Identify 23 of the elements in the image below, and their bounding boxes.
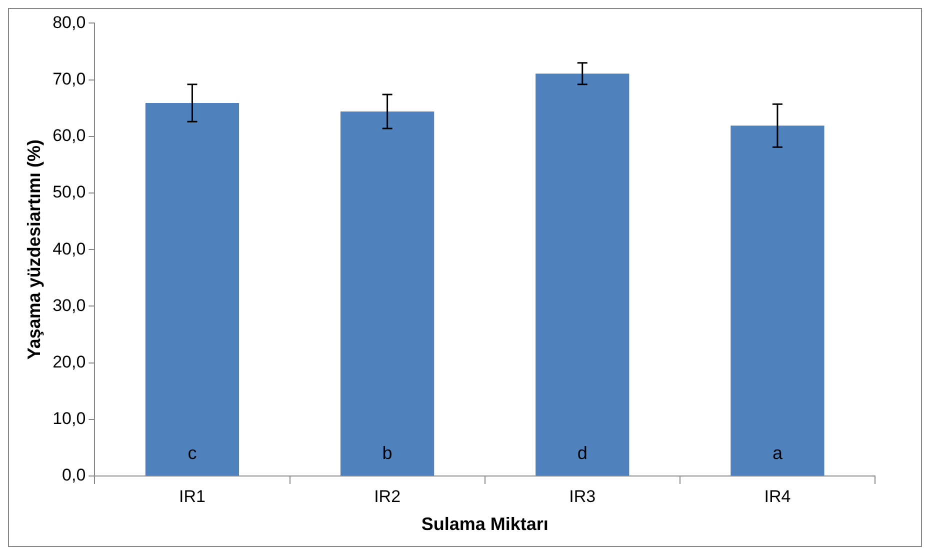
x-tick-label: IR2 — [374, 486, 401, 506]
y-tick-label: 70,0 — [52, 69, 86, 88]
annotation: c — [188, 442, 197, 463]
x-tick-label: IR1 — [178, 486, 206, 506]
annotation: d — [577, 442, 588, 463]
bar — [536, 74, 630, 476]
y-axis-title: Yaşama yüzdesiartımı (%) — [24, 140, 44, 360]
y-tick-label: 50,0 — [52, 182, 86, 202]
bar — [340, 111, 434, 476]
x-tick-label: IR4 — [764, 486, 791, 506]
annotation: b — [382, 442, 392, 463]
y-tick-label: 20,0 — [52, 352, 86, 372]
bar — [145, 103, 240, 476]
bar — [730, 126, 824, 476]
y-tick-label: 80,0 — [52, 12, 86, 32]
x-axis-title: Sulama Miktarı — [421, 514, 548, 534]
y-tick-label: 10,0 — [52, 409, 86, 428]
y-tick-label: 30,0 — [52, 296, 86, 315]
x-tick-label: IR3 — [569, 486, 596, 506]
y-tick-label: 60,0 — [52, 126, 86, 146]
y-tick-label: 40,0 — [52, 239, 86, 258]
annotation: a — [772, 442, 784, 463]
y-tick-label: 0,0 — [62, 466, 86, 485]
